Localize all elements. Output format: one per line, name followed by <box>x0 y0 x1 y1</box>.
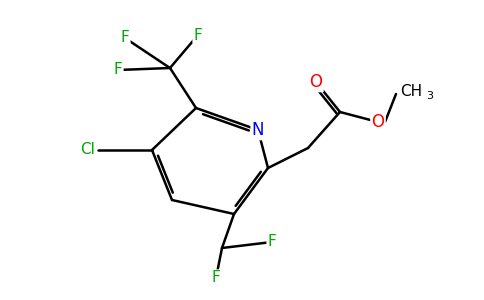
Text: F: F <box>212 271 220 286</box>
Text: F: F <box>121 31 129 46</box>
Text: O: O <box>309 73 322 91</box>
Text: Cl: Cl <box>80 142 95 158</box>
Text: F: F <box>194 28 202 43</box>
Text: O: O <box>372 113 384 131</box>
Text: N: N <box>252 121 264 139</box>
Text: 3: 3 <box>426 91 433 101</box>
Text: CH: CH <box>400 85 422 100</box>
Text: F: F <box>268 235 276 250</box>
Text: F: F <box>114 62 122 77</box>
